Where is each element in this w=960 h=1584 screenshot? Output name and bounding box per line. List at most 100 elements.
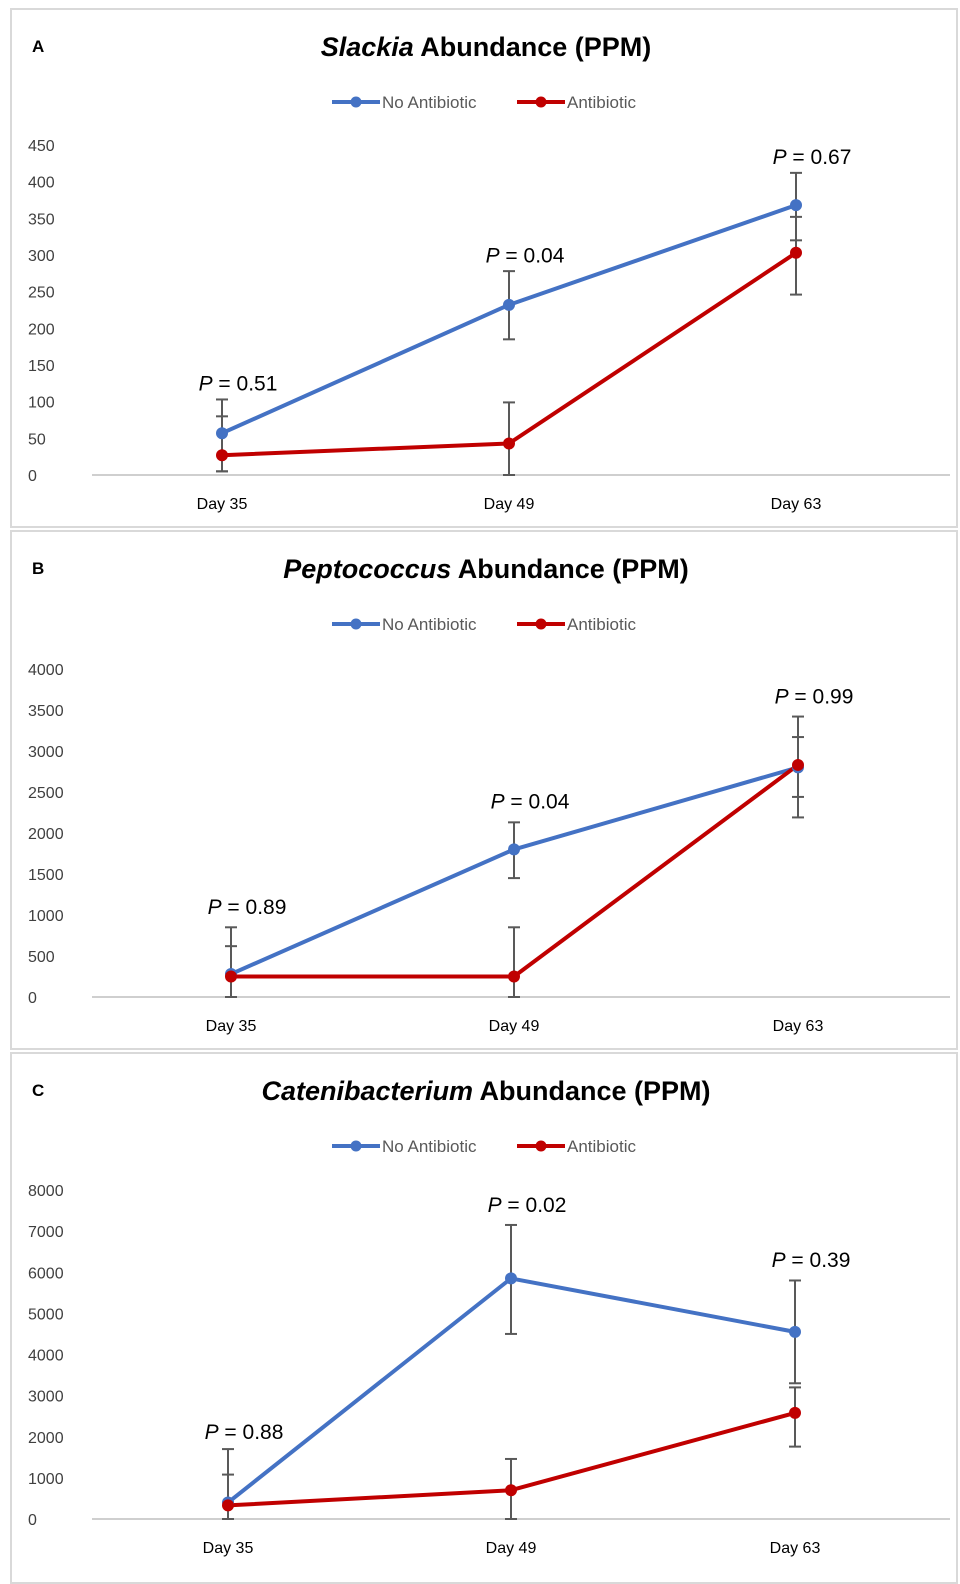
p-value-annotation: P = 0.88: [205, 1421, 284, 1444]
y-tick-label: 100: [28, 395, 55, 412]
p-value-number: = 0.39: [786, 1249, 851, 1272]
data-point: [503, 437, 515, 450]
y-tick-label: 300: [28, 248, 55, 265]
chart-title-rest: Abundance (PPM): [414, 32, 652, 62]
y-tick-label: 500: [28, 949, 55, 966]
y-tick-label: 3500: [28, 703, 64, 720]
chart-panel-a: A Slackia Abundance (PPM) No Antibiotic Ant…: [10, 8, 958, 528]
p-value-number: = 0.89: [222, 896, 287, 919]
y-tick-label: 1500: [28, 867, 64, 884]
chart-title: Slackia Abundance (PPM): [321, 32, 652, 62]
y-tick-label: 2000: [28, 1430, 64, 1447]
y-tick-label: 6000: [28, 1265, 64, 1282]
data-point: [789, 1325, 801, 1338]
p-value-annotation: P = 0.04: [486, 244, 565, 267]
p-value-number: = 0.04: [500, 244, 565, 267]
legend-swatch-marker: [350, 96, 362, 108]
chart-title-genus: Peptococcus: [283, 554, 451, 584]
x-tick-label: Day 49: [489, 1018, 540, 1035]
x-tick-label: Day 35: [203, 1540, 254, 1557]
y-tick-label: 350: [28, 211, 55, 228]
y-tick-label: 50: [28, 431, 46, 448]
y-tick-label: 1000: [28, 1471, 64, 1488]
legend-label: Antibiotic: [567, 93, 636, 112]
x-tick-label: Day 35: [206, 1018, 257, 1035]
p-value-annotation: P = 0.99: [775, 685, 854, 708]
y-tick-label: 1000: [28, 908, 64, 925]
legend-swatch-marker: [535, 618, 547, 630]
legend-label: Antibiotic: [567, 615, 636, 634]
p-value-annotation: P = 0.51: [199, 373, 278, 396]
data-point: [508, 970, 520, 983]
data-point: [222, 1499, 234, 1512]
p-value-number: = 0.88: [219, 1421, 284, 1444]
p-value-symbol: P: [775, 685, 789, 708]
chart-svg-a: A Slackia Abundance (PPM) No Antibiotic Ant…: [28, 32, 950, 513]
legend-swatch-marker: [350, 1140, 362, 1152]
p-value-symbol: P: [205, 1421, 219, 1444]
p-value-annotation: P = 0.67: [773, 146, 852, 169]
chart-panel-b: B Peptococcus Abundance (PPM) No Antibioti…: [10, 530, 958, 1050]
y-tick-label: 400: [28, 175, 55, 192]
data-point: [508, 843, 520, 856]
y-tick-label: 4000: [28, 1348, 64, 1365]
chart-title: Catenibacterium Abundance (PPM): [261, 1076, 710, 1106]
legend-swatch-marker: [350, 618, 362, 630]
data-point: [225, 970, 237, 983]
p-value-symbol: P: [491, 790, 505, 813]
p-value-annotation: P = 0.02: [488, 1194, 567, 1217]
p-value-symbol: P: [488, 1194, 502, 1217]
y-tick-label: 250: [28, 285, 55, 302]
x-tick-label: Day 63: [770, 1540, 821, 1557]
chart-title: Peptococcus Abundance (PPM): [283, 554, 689, 584]
p-value-number: = 0.04: [505, 790, 570, 813]
p-value-symbol: P: [208, 896, 222, 919]
panel-letter: B: [32, 559, 44, 578]
legend-label: No Antibiotic: [382, 1137, 477, 1156]
p-value-symbol: P: [772, 1249, 786, 1272]
y-tick-label: 7000: [28, 1224, 64, 1241]
chart-title-genus: Catenibacterium: [261, 1076, 473, 1106]
legend-label: Antibiotic: [567, 1137, 636, 1156]
y-tick-label: 2500: [28, 785, 64, 802]
data-point: [789, 1406, 801, 1419]
y-tick-label: 0: [28, 468, 37, 485]
data-point: [790, 246, 802, 259]
p-value-number: = 0.99: [789, 685, 854, 708]
chart-title-genus: Slackia: [321, 32, 414, 62]
p-value-annotation: P = 0.39: [772, 1249, 851, 1272]
p-value-number: = 0.67: [787, 146, 852, 169]
data-point: [503, 298, 515, 311]
p-value-annotation: P = 0.89: [208, 896, 287, 919]
legend-swatch-marker: [535, 96, 547, 108]
x-tick-label: Day 49: [484, 496, 535, 513]
x-tick-label: Day 63: [773, 1018, 824, 1035]
p-value-number: = 0.02: [502, 1194, 567, 1217]
data-point: [505, 1484, 517, 1497]
p-value-number: = 0.51: [213, 373, 278, 396]
chart-svg-c: C Catenibacterium Abundance (PPM) No Antib…: [28, 1076, 950, 1557]
y-tick-label: 3000: [28, 1389, 64, 1406]
y-tick-label: 200: [28, 321, 55, 338]
chart-panel-c: C Catenibacterium Abundance (PPM) No Antib…: [10, 1052, 958, 1584]
panel-letter: A: [32, 37, 44, 56]
data-point: [216, 449, 228, 462]
y-tick-label: 4000: [28, 662, 64, 679]
p-value-symbol: P: [486, 244, 500, 267]
p-value-symbol: P: [199, 373, 213, 396]
x-tick-label: Day 35: [197, 496, 248, 513]
y-tick-label: 8000: [28, 1183, 64, 1200]
data-point: [505, 1272, 517, 1285]
x-tick-label: Day 49: [486, 1540, 537, 1557]
legend-swatch-marker: [535, 1140, 547, 1152]
chart-svg-b: B Peptococcus Abundance (PPM) No Antibioti…: [28, 554, 950, 1035]
x-tick-label: Day 63: [771, 496, 822, 513]
data-point: [790, 199, 802, 212]
y-tick-label: 3000: [28, 744, 64, 761]
chart-title-rest: Abundance (PPM): [451, 554, 689, 584]
y-tick-label: 5000: [28, 1306, 64, 1323]
y-tick-label: 450: [28, 138, 55, 155]
data-point: [216, 427, 228, 440]
y-tick-label: 2000: [28, 826, 64, 843]
y-tick-label: 150: [28, 358, 55, 375]
